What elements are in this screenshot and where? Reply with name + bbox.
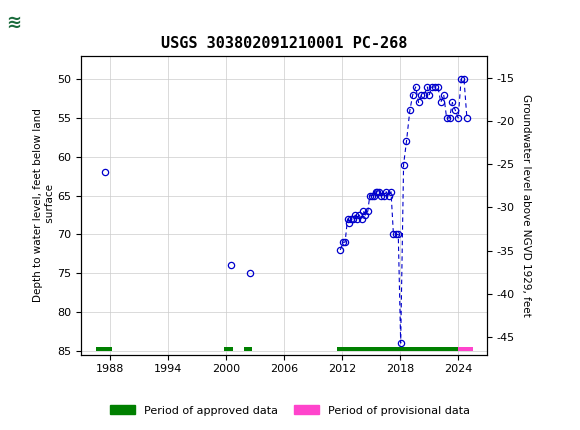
Y-axis label: Groundwater level above NGVD 1929, feet: Groundwater level above NGVD 1929, feet [521, 94, 531, 317]
Text: USGS: USGS [32, 15, 74, 30]
Bar [458, 347, 473, 351]
Bar [244, 347, 252, 351]
Title: USGS 303802091210001 PC-268: USGS 303802091210001 PC-268 [161, 36, 407, 51]
FancyBboxPatch shape [3, 3, 67, 42]
Bar [224, 347, 233, 351]
Bar [96, 347, 112, 351]
Bar [338, 347, 458, 351]
Text: ≋: ≋ [6, 14, 21, 31]
Y-axis label: Depth to water level, feet below land
 surface: Depth to water level, feet below land su… [33, 108, 55, 302]
Legend: Period of approved data, Period of provisional data: Period of approved data, Period of provi… [106, 401, 474, 420]
